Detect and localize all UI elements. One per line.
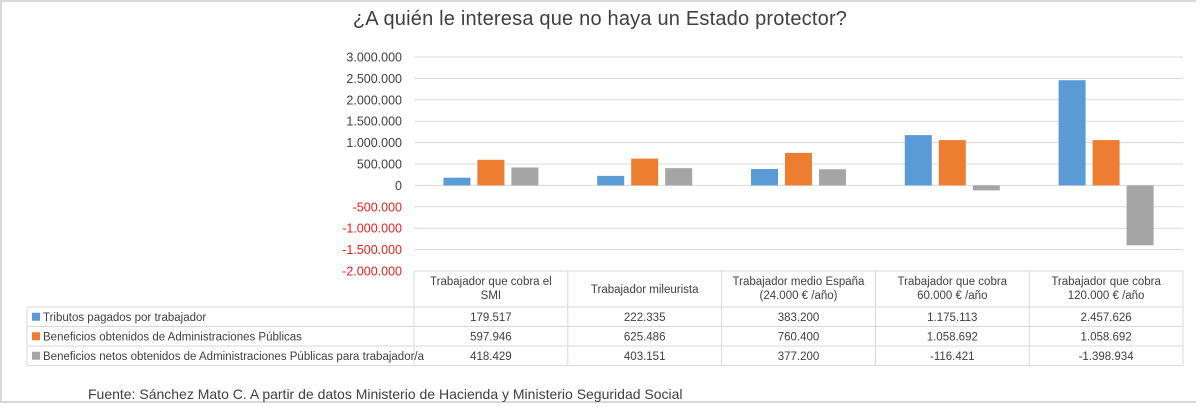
y-tick-label: 2.500.000	[346, 72, 402, 86]
category-label: Trabajador que cobra 60.000 € /año	[898, 276, 1008, 302]
table-cell: 1.175.113	[927, 312, 977, 324]
legend-label: Beneficios obtenidos de Administraciones…	[43, 331, 302, 343]
table-cell: 222.335	[624, 312, 666, 324]
y-tick-label: -1.000.000	[342, 222, 402, 236]
bar-3-4	[972, 185, 1000, 191]
y-tick-label: -500.000	[353, 200, 402, 214]
table-cell: 179.517	[470, 312, 512, 324]
category-label: Trabajador que cobra el SMI	[430, 276, 552, 302]
table-cell: 760.400	[778, 331, 820, 343]
bar-2-4	[938, 140, 966, 186]
bar-1-5	[1058, 80, 1086, 186]
bar-3-3	[819, 169, 846, 186]
legend-key	[32, 351, 40, 360]
table-cell: 1.058.692	[1081, 331, 1132, 343]
category-label: Trabajador mileurista	[591, 284, 699, 296]
y-tick-label: 1.000.000	[346, 136, 402, 150]
table-cell: 1.058.692	[927, 331, 978, 343]
bar-3-5	[1126, 185, 1154, 246]
y-tick-label: -1.500.000	[342, 243, 402, 257]
bar-1-3	[751, 168, 778, 186]
legend-key	[32, 312, 40, 321]
bar-2-3	[785, 152, 812, 186]
bar-3-1	[511, 167, 539, 186]
bar-2-2	[631, 158, 659, 186]
data-table: Trabajador que cobra el SMI Trabajador mil…	[26, 270, 1184, 366]
y-tick-label: 0	[395, 179, 402, 193]
bar-1-2	[597, 175, 625, 186]
table-cell: -116.421	[930, 351, 975, 363]
table-cell: 383.200	[778, 312, 820, 324]
chart-title: ¿A quién le interesa que no haya un Esta…	[352, 8, 848, 30]
table-cell: 403.151	[624, 351, 666, 363]
y-tick-label: 1.500.000	[346, 115, 402, 129]
table-cell: 377.200	[778, 351, 820, 363]
legend-label: Tributos pagados por trabajador	[43, 312, 206, 324]
table-cell: 2.457.626	[1081, 312, 1132, 324]
bars	[443, 80, 1154, 246]
legend-key	[32, 332, 40, 341]
bar-2-1	[477, 159, 505, 186]
table-cell: 418.429	[470, 351, 512, 363]
bar-3-2	[665, 168, 693, 186]
table-cell: 597.946	[470, 331, 512, 343]
bar-1-1	[443, 177, 471, 186]
table-cell: 625.486	[624, 331, 666, 343]
y-tick-label: -2.000.000	[342, 265, 402, 279]
source-note: Fuente: Sánchez Mato C. A partir de dato…	[88, 386, 683, 402]
y-axis: 3.000.000 2.500.000 2.000.000 1.500.000 1.00…	[342, 51, 402, 279]
y-tick-label: 2.000.000	[346, 93, 402, 107]
y-tick-label: 3.000.000	[346, 51, 402, 65]
y-tick-label: 500.000	[357, 158, 402, 172]
legend-label: Beneficios netos obtenidos de Administra…	[43, 351, 425, 363]
category-label: Trabajador que cobra 120.000 € /año	[1051, 276, 1161, 302]
table-cell: -1.398.934	[1079, 351, 1135, 363]
bar-1-4	[904, 135, 932, 186]
bar-2-5	[1092, 140, 1120, 186]
category-label: Trabajador medio España (24.000 € /año)	[733, 276, 866, 302]
